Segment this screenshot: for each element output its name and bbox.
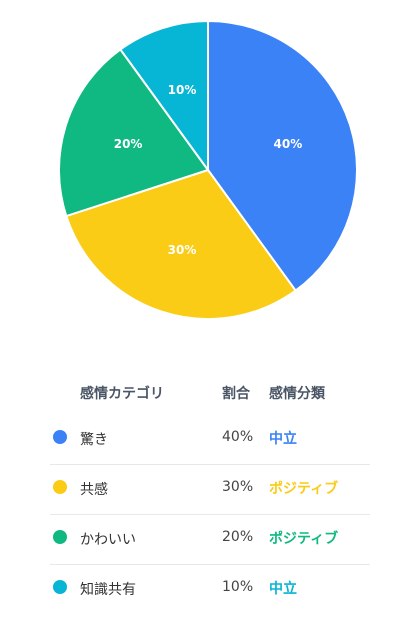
header-ratio: 割合 (222, 386, 250, 402)
slice-data-label: 30% (168, 243, 197, 257)
ratio-cell: 10% (222, 579, 254, 595)
category-cell: 知識共有 (80, 582, 136, 598)
table-row: 驚き 40% 中立 (50, 415, 370, 465)
legend-dot (53, 580, 67, 594)
emotion-table: 感情カテゴリ 割合 感情分類 驚き 40% 中立 共感 30% ポジティブ かわ… (50, 375, 370, 614)
classification-cell: ポジティブ (269, 531, 339, 547)
table-row: 知識共有 10% 中立 (50, 565, 370, 614)
slice-data-label: 20% (114, 137, 143, 151)
pie-slice (207, 19, 358, 292)
legend-dot (53, 530, 67, 544)
ratio-cell: 30% (222, 479, 254, 495)
legend-dot (53, 430, 67, 444)
pie-slice (58, 48, 210, 218)
pie-chart: 40% 30% 20% 10% (58, 19, 358, 320)
classification-cell: 中立 (269, 431, 297, 447)
table-header: 感情カテゴリ 割合 感情分類 (50, 375, 370, 415)
table-row: 共感 30% ポジティブ (50, 465, 370, 515)
classification-cell: 中立 (269, 581, 297, 597)
header-classification: 感情分類 (269, 386, 325, 402)
slice-data-label: 40% (274, 137, 303, 151)
category-cell: かわいい (80, 532, 136, 548)
category-cell: 驚き (80, 432, 108, 448)
legend-dot (53, 480, 67, 494)
slice-data-label: 10% (168, 83, 197, 97)
classification-cell: ポジティブ (269, 481, 339, 497)
ratio-cell: 20% (222, 529, 254, 545)
category-cell: 共感 (80, 482, 108, 498)
header-category: 感情カテゴリ (80, 386, 164, 402)
ratio-cell: 40% (222, 429, 254, 445)
pie-slice (119, 19, 209, 174)
table-row: かわいい 20% ポジティブ (50, 515, 370, 565)
pie-slice (65, 168, 297, 320)
